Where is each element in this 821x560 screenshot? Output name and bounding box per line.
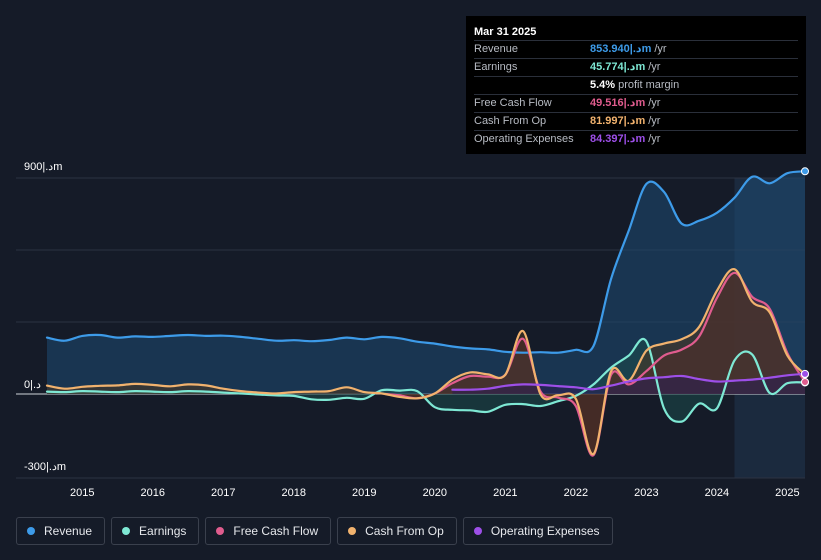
x-tick-label: 2015 bbox=[70, 487, 94, 499]
tooltip-row: Operating Expenses 84.397|.دm/yr bbox=[474, 130, 798, 148]
tooltip-label: Earnings bbox=[474, 61, 518, 73]
x-tick-label: 2020 bbox=[423, 487, 447, 499]
legend-item-operating-expenses[interactable]: Operating Expenses bbox=[462, 517, 613, 545]
x-tick-label: 2022 bbox=[564, 487, 588, 499]
tooltip-row: Revenue 853.940|.دm/yr bbox=[474, 40, 798, 58]
tooltip-value: 5.4% bbox=[590, 79, 616, 91]
legend-label: Cash From Op bbox=[365, 524, 444, 538]
line-operating-expenses bbox=[451, 372, 807, 391]
endpoint-operating-expenses bbox=[801, 369, 809, 378]
tooltip-label bbox=[474, 77, 590, 94]
x-tick-label: 2018 bbox=[282, 487, 306, 499]
x-tick-label: 2025 bbox=[775, 487, 799, 499]
tooltip-unit: /yr bbox=[648, 133, 661, 145]
chart-legend: Revenue Earnings Free Cash Flow Cash From O… bbox=[16, 517, 613, 545]
tooltip-label: Revenue bbox=[474, 43, 519, 55]
legend-label: Free Cash Flow bbox=[233, 524, 319, 538]
area-revenue bbox=[47, 171, 805, 394]
series-endpoints bbox=[801, 167, 809, 387]
x-tick-label: 2016 bbox=[141, 487, 165, 499]
tooltip-value: 853.940|.دm bbox=[590, 43, 652, 55]
tooltip-unit: /yr bbox=[648, 115, 661, 127]
tooltip-label: Operating Expenses bbox=[474, 133, 574, 145]
legend-item-revenue[interactable]: Revenue bbox=[16, 517, 106, 545]
legend-dot-icon bbox=[216, 527, 225, 535]
legend-label: Operating Expenses bbox=[490, 524, 600, 538]
y-tick-label: 0|.د bbox=[24, 379, 41, 391]
tooltip-row: Free Cash Flow 49.516|.دm/yr bbox=[474, 94, 798, 112]
tooltip-label: Free Cash Flow bbox=[474, 97, 552, 109]
legend-dot-icon bbox=[473, 527, 482, 535]
line-cash-from-op bbox=[45, 268, 807, 456]
tooltip-unit: /yr bbox=[648, 97, 661, 109]
endpoint-revenue bbox=[801, 167, 809, 176]
x-tick-label: 2023 bbox=[634, 487, 658, 499]
tooltip-value: 81.997|.دm bbox=[590, 115, 646, 127]
legend-item-cash-from-op[interactable]: Cash From Op bbox=[337, 517, 457, 545]
series-lines bbox=[45, 170, 807, 457]
tooltip-unit: /yr bbox=[648, 61, 661, 73]
legend-item-earnings[interactable]: Earnings bbox=[111, 517, 200, 545]
tooltip-row: Cash From Op 81.997|.دm/yr bbox=[474, 112, 798, 130]
tooltip-row: 5.4% profit margin bbox=[474, 76, 798, 94]
tooltip-value: 49.516|.دm bbox=[590, 97, 646, 109]
legend-label: Earnings bbox=[139, 524, 187, 538]
y-tick-label: 900|.دm bbox=[24, 161, 62, 173]
line-revenue bbox=[45, 170, 807, 354]
legend-dot-icon bbox=[122, 527, 131, 535]
tooltip-unit: /yr bbox=[654, 43, 667, 55]
data-tooltip: Mar 31 2025 Revenue 853.940|.دm/yr Earning… bbox=[466, 16, 806, 154]
line-earnings bbox=[45, 338, 807, 423]
legend-label: Revenue bbox=[44, 524, 93, 538]
x-tick-label: 2017 bbox=[211, 487, 235, 499]
x-tick-label: 2019 bbox=[352, 487, 376, 499]
legend-dot-icon bbox=[348, 527, 357, 535]
legend-item-free-cash-flow[interactable]: Free Cash Flow bbox=[205, 517, 332, 545]
tooltip-unit: profit margin bbox=[618, 79, 680, 91]
tooltip-value: 45.774|.دm bbox=[590, 61, 646, 73]
y-axis-labels: 900|.دm 0|.د -300|.دm bbox=[24, 161, 66, 473]
x-tick-label: 2024 bbox=[705, 487, 729, 499]
endpoint-free-cash-flow bbox=[801, 378, 809, 386]
tooltip-label: Cash From Op bbox=[474, 115, 547, 127]
x-tick-label: 2021 bbox=[493, 487, 517, 499]
y-tick-label: -300|.دm bbox=[24, 461, 66, 473]
financial-chart: 900|.دm 0|.د -300|.دm 2015 2016 2017 2018 2019… bbox=[16, 161, 809, 499]
tooltip-value: 84.397|.دm bbox=[590, 133, 646, 145]
tooltip-date: Mar 31 2025 bbox=[474, 26, 537, 38]
tooltip-row: Earnings 45.774|.دm/yr bbox=[474, 58, 798, 76]
legend-dot-icon bbox=[27, 527, 35, 535]
x-axis-labels: 2015 2016 2017 2018 2019 2020 2021 2022 2023 2024… bbox=[70, 487, 800, 499]
